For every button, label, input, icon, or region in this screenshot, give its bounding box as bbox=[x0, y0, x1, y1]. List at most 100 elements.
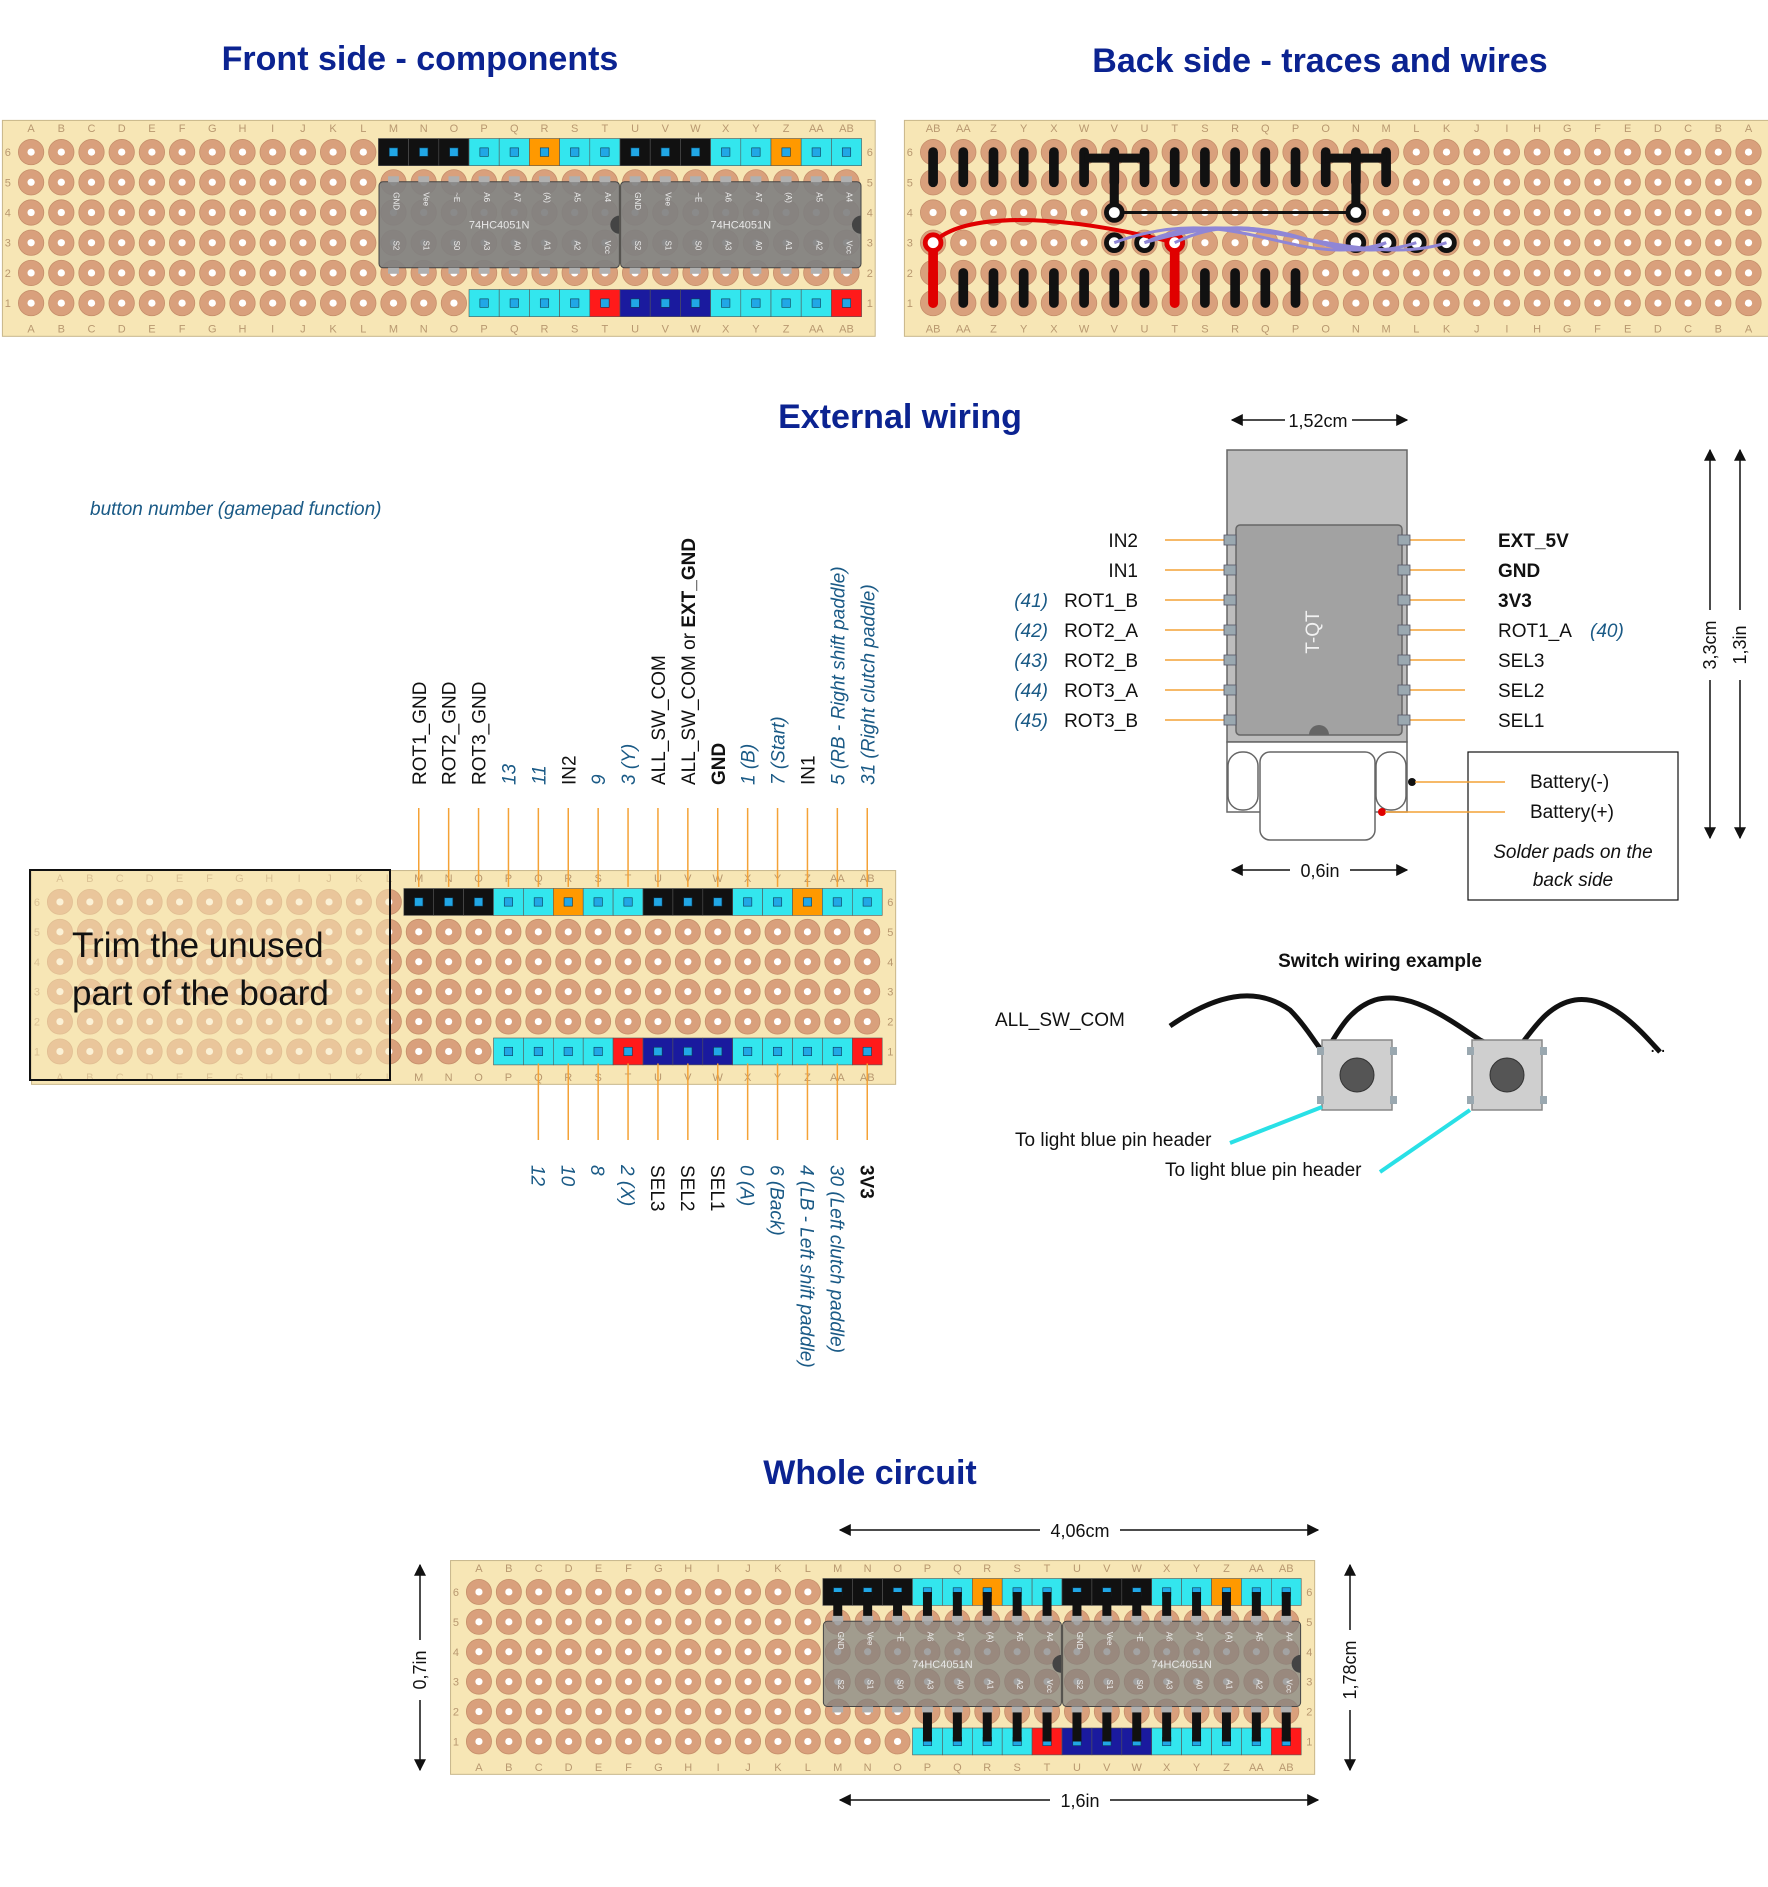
chip-leg bbox=[1221, 1706, 1232, 1713]
pad-hole bbox=[654, 1588, 662, 1596]
chip-leg bbox=[539, 176, 550, 183]
header-pin-top bbox=[612, 888, 644, 916]
header-wire-2 bbox=[1378, 1108, 1472, 1174]
chip-leg bbox=[1250, 1615, 1262, 1622]
column-label: I bbox=[271, 123, 274, 135]
pad-hole bbox=[1352, 299, 1360, 307]
column-label: D bbox=[118, 324, 126, 336]
pad-hole bbox=[1563, 148, 1571, 156]
tqt-right-pin bbox=[1397, 594, 1411, 606]
header-pin-square bbox=[533, 897, 543, 907]
switch-leg bbox=[1467, 1096, 1474, 1104]
external-labels: ROT1_GND ROT2_GND ROT3_GND 13 11 IN2 9 3 (Y) ALL… bbox=[410, 538, 880, 1368]
column-label: O bbox=[474, 1072, 483, 1084]
column-label: F bbox=[179, 123, 186, 135]
pad-hole bbox=[1624, 239, 1632, 247]
pad-hole bbox=[594, 1678, 603, 1686]
pad-hole bbox=[208, 208, 216, 217]
chip-leg bbox=[1101, 1615, 1113, 1622]
pad-hole bbox=[87, 148, 96, 156]
pin-label-top: 5 (RB - Right shift paddle) bbox=[828, 566, 849, 785]
column-label: G bbox=[208, 123, 217, 135]
header-pin-square bbox=[713, 897, 723, 907]
pad-hole bbox=[474, 928, 483, 936]
pad-hole bbox=[1503, 148, 1511, 156]
tqt-left-pin-name: ROT3_B bbox=[1064, 711, 1138, 732]
pad-hole bbox=[744, 988, 752, 996]
pad-hole bbox=[505, 1588, 513, 1596]
chip-leg bbox=[892, 1615, 903, 1622]
pad-hole bbox=[803, 928, 812, 936]
column-label: AB bbox=[1279, 1762, 1294, 1774]
chip-pin-label: S1 bbox=[422, 241, 431, 251]
pad-hole bbox=[535, 1618, 543, 1626]
chip-leg bbox=[1131, 1615, 1143, 1622]
chip-leg bbox=[508, 176, 520, 183]
pad-hole bbox=[269, 208, 277, 217]
pad-hole bbox=[714, 1618, 722, 1626]
pad-hole bbox=[238, 148, 247, 156]
header-pin-square bbox=[811, 147, 821, 157]
pad-hole bbox=[773, 988, 782, 996]
pad-hole bbox=[654, 958, 662, 966]
pad-hole bbox=[1684, 208, 1692, 217]
pad-hole bbox=[505, 1678, 513, 1686]
column-label: N bbox=[1352, 123, 1360, 135]
row-label: 3 bbox=[867, 238, 873, 250]
chip-pin-label: Vcc bbox=[1045, 1680, 1054, 1693]
pad-hole bbox=[118, 269, 126, 277]
pad-hole bbox=[564, 1017, 572, 1026]
column-label: P bbox=[1292, 123, 1299, 135]
chip-leg bbox=[862, 1706, 874, 1713]
column-label: I bbox=[1505, 123, 1508, 135]
tqt-left-pin-num: (44) bbox=[1014, 681, 1048, 702]
column-label: O bbox=[1321, 324, 1330, 336]
pad-hole bbox=[118, 299, 126, 307]
pad-hole bbox=[208, 239, 216, 247]
pad-hole bbox=[1442, 269, 1451, 277]
pad-hole bbox=[1231, 239, 1239, 247]
pad-hole bbox=[148, 239, 156, 247]
pad-hole bbox=[1684, 269, 1692, 277]
pin-label-bottom: 6 (Back) bbox=[766, 1165, 787, 1236]
chip-pin-label: Vcc bbox=[845, 241, 854, 254]
pad-hole bbox=[359, 208, 367, 217]
tqt-left-pin-name: ROT2_B bbox=[1064, 651, 1138, 672]
chip-pin-label: S2 bbox=[633, 241, 642, 251]
switch-wiring-example: Switch wiring example ALL_SW_COM To ligh… bbox=[995, 951, 1666, 1181]
pad-hole bbox=[833, 928, 841, 936]
column-label: N bbox=[420, 123, 428, 135]
title-whole: Whole circuit bbox=[763, 1454, 976, 1492]
pad-hole bbox=[148, 178, 156, 186]
pad-hole bbox=[415, 928, 423, 936]
tqt-dimensions: 1,52cm 0,6in 3,3cm 1,3in bbox=[1230, 411, 1750, 881]
column-label: L bbox=[360, 123, 366, 135]
header-pin-square bbox=[570, 298, 580, 308]
chip-leg bbox=[569, 267, 581, 274]
pad-hole bbox=[1322, 299, 1330, 307]
row-label: 2 bbox=[867, 268, 873, 280]
pad-hole bbox=[1563, 269, 1571, 277]
column-label: Q bbox=[953, 1563, 962, 1575]
pad-hole bbox=[504, 958, 513, 966]
pad-hole bbox=[804, 1678, 812, 1686]
pad-hole bbox=[833, 958, 841, 966]
pad-hole bbox=[475, 1618, 483, 1626]
header-pin-square bbox=[773, 1046, 783, 1056]
pad-hole bbox=[534, 928, 542, 936]
pad-hole bbox=[445, 928, 453, 936]
column-label: AB bbox=[926, 324, 941, 336]
column-label: T bbox=[602, 123, 609, 135]
chip-leg bbox=[539, 267, 550, 274]
column-label: W bbox=[690, 123, 701, 135]
column-label: M bbox=[389, 324, 398, 336]
pad-hole bbox=[989, 208, 998, 217]
pad-hole bbox=[87, 208, 96, 217]
chip-pin-label: A0 bbox=[754, 241, 763, 251]
whole-height-cm: 1,78cm bbox=[1340, 1640, 1360, 1699]
column-label: X bbox=[1050, 324, 1058, 336]
pad-hole bbox=[714, 1017, 722, 1026]
pad-hole bbox=[565, 1678, 573, 1686]
column-label: AB bbox=[839, 123, 854, 135]
pin-label-top: ROT1_GND bbox=[410, 682, 431, 785]
